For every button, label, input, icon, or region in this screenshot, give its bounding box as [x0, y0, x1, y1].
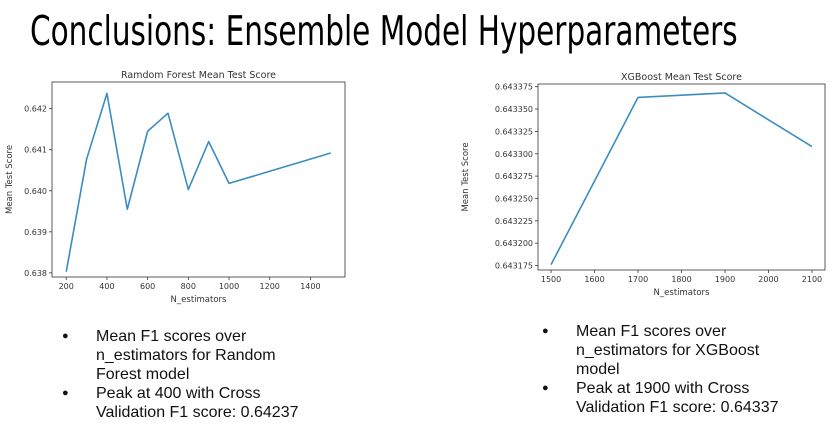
y-axis-label: Mean Test Score [461, 142, 471, 211]
x-tick-label: 1600 [584, 275, 604, 284]
data-point [167, 112, 169, 114]
y-tick-label: 0.643300 [495, 150, 533, 159]
x-tick-label: 1500 [541, 275, 561, 284]
bullet-text-line: Peak at 1900 with Cross [576, 380, 750, 397]
y-axis-label: Mean Test Score [5, 145, 15, 214]
data-point [207, 140, 209, 142]
data-point [187, 188, 189, 190]
y-tick-label: 0.639 [24, 228, 47, 237]
xgboost-chart: XGBoost Mean Test Score 1500 1600 1700 1800 1… [455, 62, 835, 312]
x-tick-label: 1200 [260, 282, 280, 291]
series-line [550, 92, 813, 265]
x-tick-label: 2100 [802, 275, 822, 284]
chart-title: XGBoost Mean Test Score [621, 72, 742, 83]
x-tick-label: 1800 [671, 275, 691, 284]
bullet-text-line: Peak at 400 with Cross [96, 385, 261, 402]
x-tick-label: 600 [140, 282, 155, 291]
data-point [126, 208, 128, 210]
y-tick-label: 0.643250 [495, 194, 533, 203]
x-tick-label: 1400 [300, 282, 320, 291]
data-point [85, 158, 87, 160]
y-tick-label: 0.640 [24, 187, 47, 196]
y-tick-label: 0.642 [24, 105, 47, 114]
chart-svg: Ramdom Forest Mean Test Score 200 400 600 80… [5, 70, 346, 305]
bullet-text-line: Mean F1 scores over [576, 323, 727, 340]
bullet-item: Peak at 400 with Cross Validation F1 scor… [58, 384, 299, 422]
x-tick-label: 200 [59, 282, 74, 291]
y-tick-label: 0.643325 [495, 127, 533, 136]
series-line [65, 92, 331, 272]
random-forest-chart: Ramdom Forest Mean Test Score 200 400 600 80… [0, 62, 360, 312]
random-forest-bullets: Mean F1 scores over n_estimators for Rand… [58, 327, 299, 422]
x-tick-label: 1000 [219, 282, 239, 291]
data-point [65, 270, 67, 272]
data-point [811, 145, 813, 147]
data-point [228, 182, 230, 184]
y-tick-label: 0.643350 [495, 105, 533, 114]
x-tick-label: 1700 [628, 275, 648, 284]
slide-title: Conclusions: Ensemble Model Hyperparamet… [30, 7, 738, 55]
bullet-text-line: Mean F1 scores over [96, 328, 247, 345]
y-tick-label: 0.638 [24, 269, 47, 278]
chart-title: Ramdom Forest Mean Test Score [121, 70, 276, 81]
x-axis-label: N_estimators [654, 288, 710, 298]
y-tick-label: 0.643275 [495, 172, 533, 181]
data-point [146, 130, 148, 132]
x-tick-label: 2000 [758, 275, 778, 284]
y-tick-label: 0.643200 [495, 239, 533, 248]
bullet-item: Mean F1 scores over n_estimators for Rand… [58, 327, 299, 384]
bullet-item: Peak at 1900 with Cross Validation F1 sco… [538, 379, 779, 417]
x-tick-label: 400 [99, 282, 114, 291]
bullet-text-line: Validation F1 score: 0.64337 [576, 399, 779, 416]
bullet-text-line: n_estimators for XGBoost [576, 342, 760, 359]
plot-frame [51, 81, 346, 278]
data-point [106, 92, 108, 94]
data-point [724, 92, 726, 94]
bullet-text-line: Forest model [96, 366, 190, 383]
chart-svg: XGBoost Mean Test Score 1500 1600 1700 1800 1… [461, 72, 826, 298]
y-tick-label: 0.643175 [495, 262, 533, 271]
x-axis-label: N_estimators [171, 295, 227, 305]
bullet-text-line: Validation F1 score: 0.64237 [96, 404, 299, 421]
xgboost-bullets: Mean F1 scores over n_estimators for XGBo… [538, 322, 779, 417]
bullet-text-line: n_estimators for Random [96, 347, 276, 364]
x-tick-label: 1900 [715, 275, 735, 284]
plot-frame [537, 83, 826, 271]
x-tick-label: 800 [181, 282, 196, 291]
bullet-item: Mean F1 scores over n_estimators for XGBo… [538, 322, 779, 379]
y-tick-label: 0.643225 [495, 217, 533, 226]
data-point [330, 152, 332, 154]
y-tick-label: 0.641 [24, 146, 47, 155]
y-tick-label: 0.643375 [495, 83, 533, 92]
bullet-text-line: model [576, 361, 620, 378]
data-point [637, 96, 639, 98]
data-point [550, 263, 552, 265]
